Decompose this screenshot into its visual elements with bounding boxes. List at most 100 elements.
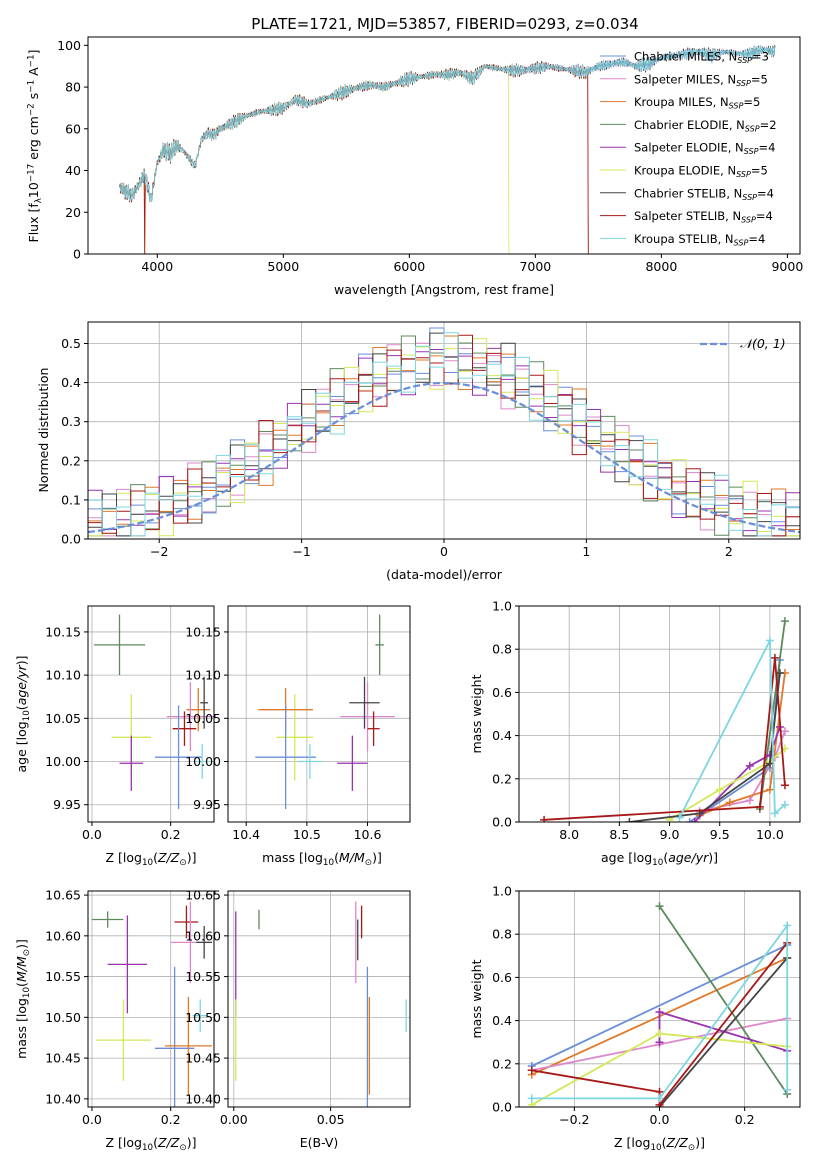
x-axis-label: mass [log10(M/M⊙)]	[262, 850, 382, 868]
y-tick-label: 1.0	[492, 599, 512, 614]
y-tick-label: 10.65	[45, 888, 81, 903]
legend-entry: Salpeter MILES, NSSP=5	[634, 72, 768, 88]
weight-marker	[780, 800, 789, 809]
data-point	[166, 682, 214, 752]
y-tick-label: 0.0	[61, 532, 81, 547]
x-tick-label: 8.0	[559, 827, 579, 842]
x-tick-label: 10.0	[756, 827, 784, 842]
weight-marker	[770, 809, 779, 818]
x-tick-label: 9.0	[660, 827, 680, 842]
x-axis-label: E(B-V)	[300, 1135, 339, 1150]
y-tick-label: 10.50	[185, 1010, 221, 1025]
legend-entry: Kroupa ELODIE, NSSP=5	[634, 164, 768, 180]
x-tick-label: 0.00	[220, 1112, 248, 1127]
spectrum-line	[119, 63, 510, 254]
weight-line	[658, 905, 788, 1095]
x-axis-label: Z [log10(Z/Z⊙)]	[106, 1135, 197, 1153]
x-tick-label: −2	[150, 544, 168, 559]
x-tick-label: 7000	[519, 259, 551, 274]
weight-marker	[655, 1038, 664, 1047]
weight-marker	[745, 761, 754, 770]
weight-marker	[655, 902, 664, 911]
weight-marker	[765, 759, 774, 768]
weight-marker	[715, 785, 724, 794]
weight-line	[531, 922, 789, 1100]
data-point	[107, 915, 148, 1014]
y-tick-label: 0.4	[492, 728, 512, 743]
x-tick-label: 0.2	[735, 1112, 755, 1127]
weight-marker	[783, 921, 792, 930]
y-tick-label: 10.00	[185, 754, 221, 769]
y-tick-label: 10.45	[185, 1051, 221, 1066]
data-point	[154, 705, 203, 810]
weight-marker	[655, 1007, 664, 1016]
panel-age_vs_Z: 0.0 0.2 9.95 10.00 10.05 10.10 10.15 Z [log10(Z…	[14, 605, 215, 868]
y-tick-label: 10.55	[185, 969, 221, 984]
weight-marker	[755, 802, 764, 811]
panel-mass_vs_ebv: 0.00 0.05 10.40 10.45 10.50 10.55 10.60 10.65 E(…	[185, 888, 411, 1150]
axes-frame	[227, 890, 411, 1108]
y-tick-label: 10.05	[185, 711, 221, 726]
y-tick-label: 0.8	[492, 642, 512, 657]
data-point	[164, 996, 213, 1095]
y-tick-label: 1.0	[492, 884, 512, 899]
data-point	[194, 744, 211, 779]
y-tick-label: 10.65	[185, 888, 221, 903]
y-tick-label: 9.95	[53, 797, 81, 812]
y-tick-label: 0.6	[492, 970, 512, 985]
x-tick-label: −0.2	[559, 1112, 589, 1127]
legend-entry: Chabrier ELODIE, NSSP=2	[634, 118, 777, 134]
x-tick-label: 0.05	[317, 1112, 345, 1127]
weight-marker	[780, 727, 789, 736]
x-tick-label: 0.0	[82, 827, 102, 842]
panel-residuals: −2 −1 0 1 2 0.0 0.1 0.2 0.3 0.4 0.5 𝒩(0, 1) (data-mo…	[36, 321, 801, 582]
y-tick-label: 10.45	[45, 1051, 81, 1066]
y-tick-label: 0.2	[492, 1056, 512, 1071]
y-tick-label: 20	[65, 205, 81, 220]
weight-line	[531, 944, 788, 1067]
x-tick-label: 2	[725, 544, 733, 559]
data-point	[297, 744, 323, 779]
y-tick-label: 10.40	[185, 1091, 221, 1106]
y-tick-label: 0.3	[61, 414, 81, 429]
data-point	[367, 711, 380, 746]
x-tick-label: 0	[440, 544, 448, 559]
panel-age_vs_mass: 10.4 10.5 10.6 9.95 10.00 10.05 10.10 10.15 mass…	[185, 605, 411, 868]
weight-marker	[765, 785, 774, 794]
weight-line	[629, 672, 781, 822]
x-axis-label: Z [log10(Z/Z⊙)]	[106, 850, 197, 868]
weight-marker	[725, 798, 734, 807]
x-axis-label: wavelength [Angstrom, rest frame]	[334, 282, 554, 297]
data-point	[276, 694, 313, 781]
y-axis-label: mass [log10(M/M⊙)]	[14, 939, 32, 1059]
data-point	[200, 676, 209, 729]
weight-marker	[745, 796, 754, 805]
y-tick-label: 10.60	[185, 928, 221, 943]
weight-marker	[780, 617, 789, 626]
weight-marker	[527, 1066, 536, 1075]
y-axis-label: age [log10(age/yr)]	[14, 655, 32, 772]
plot-area	[527, 902, 792, 1107]
data-point	[172, 711, 197, 746]
histogram-step	[88, 332, 800, 539]
y-tick-label: 0.2	[492, 771, 512, 786]
data-point	[349, 676, 380, 729]
y-tick-label: 0.0	[492, 1100, 512, 1115]
data-point	[196, 926, 213, 959]
axes-frame	[518, 605, 801, 823]
weight-line	[658, 957, 788, 1107]
y-tick-label: 0.4	[492, 1013, 512, 1028]
y-tick-label: 10.10	[45, 668, 81, 683]
weight-marker	[655, 1094, 664, 1103]
weight-line	[678, 640, 786, 819]
weight-marker	[540, 815, 549, 822]
x-tick-label: 0.0	[82, 1112, 102, 1127]
plot-area	[255, 614, 395, 810]
x-tick-label: 4000	[141, 259, 173, 274]
data-point	[255, 705, 316, 810]
x-axis-label: (data-model)/error	[386, 567, 503, 582]
y-tick-label: 0.2	[61, 453, 81, 468]
panel-spectrum: 4000 5000 6000 7000 8000 9000 0 20 40 60 80 100 Chab…	[26, 36, 803, 297]
plot-area	[93, 614, 214, 810]
